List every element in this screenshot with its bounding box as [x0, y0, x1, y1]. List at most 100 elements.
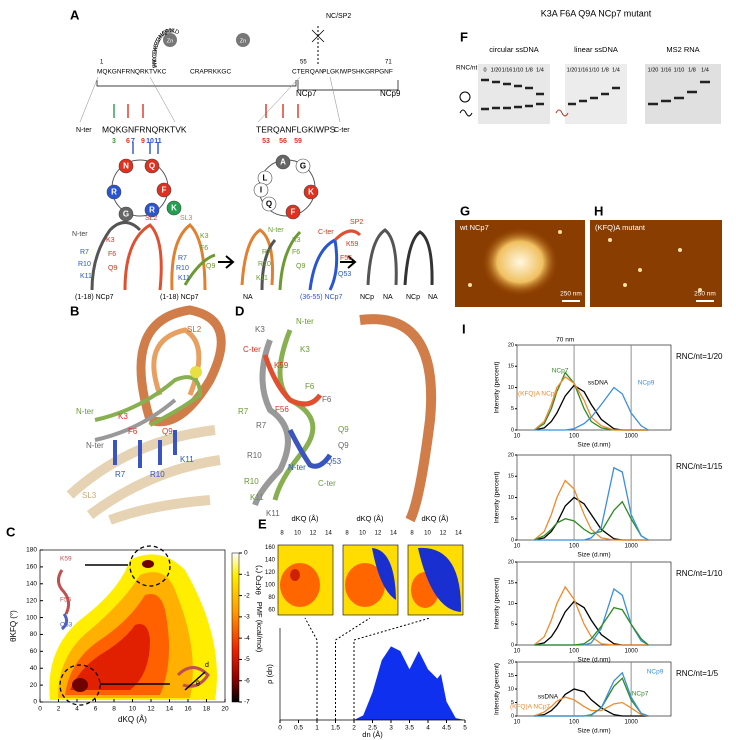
series-label: ssDNA: [588, 380, 609, 387]
label: N-ter: [296, 317, 314, 326]
y-tick-label: 15: [508, 364, 514, 370]
label: d: [205, 662, 209, 669]
series-line: [534, 386, 649, 431]
label: wt NCp7: [459, 223, 489, 232]
label: K11: [266, 509, 280, 518]
series-label: NCp9: [638, 380, 655, 387]
label: K11: [80, 273, 92, 280]
loop-sequence: WKCGKEGHQMKD: [152, 28, 181, 68]
lane-label: 1/20: [567, 67, 578, 73]
series-line: [533, 500, 649, 541]
label: N-ter: [268, 227, 284, 234]
label: 6: [126, 138, 130, 145]
series-line: [533, 696, 649, 717]
x-tick-label: 2: [352, 725, 356, 732]
colorbar-tick-label: -2: [244, 592, 250, 599]
map-frame: [342, 544, 399, 616]
y-tick-label: 5: [511, 700, 514, 706]
arrow: [304, 617, 318, 720]
label: 9: [141, 138, 145, 145]
peptide: TERQANFLGKIWPS: [256, 124, 336, 134]
wheel-residue: [303, 184, 319, 200]
label: R7: [256, 421, 267, 430]
series-line: [534, 606, 649, 646]
y-tick-label: 5: [511, 516, 514, 522]
arrow: [335, 617, 371, 720]
tick-label: 10: [424, 531, 431, 537]
lane-label: 1/10: [589, 67, 600, 73]
panel-label: C: [6, 524, 16, 539]
colorbar-tick-label: -4: [244, 635, 250, 642]
label: (36-55) NCp7: [300, 294, 343, 301]
series-label: (KFQ)A NCp7: [518, 391, 558, 398]
map-frame: [277, 544, 334, 616]
label: Q53: [60, 622, 73, 629]
x-tick-label: 3: [389, 725, 393, 732]
label: SL2: [145, 215, 158, 222]
wheel-letter: N: [123, 162, 129, 171]
lane-label: 1/8: [525, 67, 533, 73]
label: Q53: [338, 271, 351, 278]
label: NCp7: [296, 89, 317, 98]
lane-label: 1/16: [502, 67, 513, 73]
label: Q9: [162, 427, 173, 436]
y-tick-label: 60: [30, 648, 38, 655]
series-line: [534, 671, 649, 717]
label: SP2: [350, 219, 363, 226]
label: 250 nm: [694, 291, 716, 298]
wheel-residue: [295, 158, 311, 174]
tick-label: 10: [359, 531, 366, 537]
label: C-ter: [318, 229, 334, 236]
panel-label: G: [460, 203, 470, 218]
label: R10: [244, 477, 259, 486]
label: R10: [78, 261, 91, 268]
colorbar-tick-label: -1: [244, 571, 250, 578]
loop-sequence-path: WKCGKEGHQMKD: [152, 28, 181, 68]
label: N-ter: [86, 441, 104, 450]
lane-label: 1/8: [601, 67, 609, 73]
tick-label: 12: [310, 531, 317, 537]
x-tick-label: 14: [166, 706, 174, 713]
plot-frame: [516, 561, 672, 646]
label: 71: [385, 60, 392, 66]
lane-label: 1/10: [674, 67, 685, 73]
wheel-letter: I: [260, 186, 262, 195]
x-tick-label: 16: [184, 706, 192, 713]
label: (1-18) NCp7: [160, 294, 199, 301]
label: R7: [178, 255, 187, 262]
label: N-ter: [76, 407, 94, 416]
label: 11: [154, 138, 162, 145]
lane-label: 1/4: [701, 67, 709, 73]
lane-label: 1/4: [536, 67, 544, 73]
panel-label: F: [460, 29, 468, 44]
colorbar-label: PMF (kcal/mol): [255, 602, 264, 653]
x-tick-label: 1000: [624, 649, 638, 655]
label: 56: [279, 138, 287, 145]
wheel-letter: K: [308, 188, 314, 197]
label: Q9: [108, 265, 117, 272]
label: 53: [262, 138, 270, 145]
wheel-letter: Q: [266, 200, 272, 209]
tick-label: 60: [268, 608, 275, 614]
y-tick-label: 0: [33, 699, 37, 706]
wheel-residue: [285, 204, 301, 220]
sequence: CTERQAN: [292, 69, 324, 76]
y-tick-label: 140: [26, 580, 37, 587]
wheel-residue: [261, 196, 277, 212]
wheel-letter: R: [111, 188, 117, 197]
label: NCp9: [380, 89, 401, 98]
wheel-letter: A: [280, 158, 286, 167]
annotation: 70 nm: [556, 337, 574, 344]
label: SL3: [82, 491, 97, 500]
tick-label: 140: [265, 558, 276, 564]
label: N-ter: [72, 231, 88, 238]
map-frame: [407, 544, 464, 616]
x-tick-label: 10: [514, 649, 521, 655]
y-tick-label: 10: [508, 495, 514, 501]
label: R7: [238, 407, 249, 416]
y-tick-label: 10: [508, 601, 514, 607]
label: Q9: [338, 425, 349, 434]
x-tick-label: 3.5: [405, 725, 414, 732]
plot-frame: [516, 454, 672, 541]
y-tick-label: 15: [508, 673, 514, 679]
